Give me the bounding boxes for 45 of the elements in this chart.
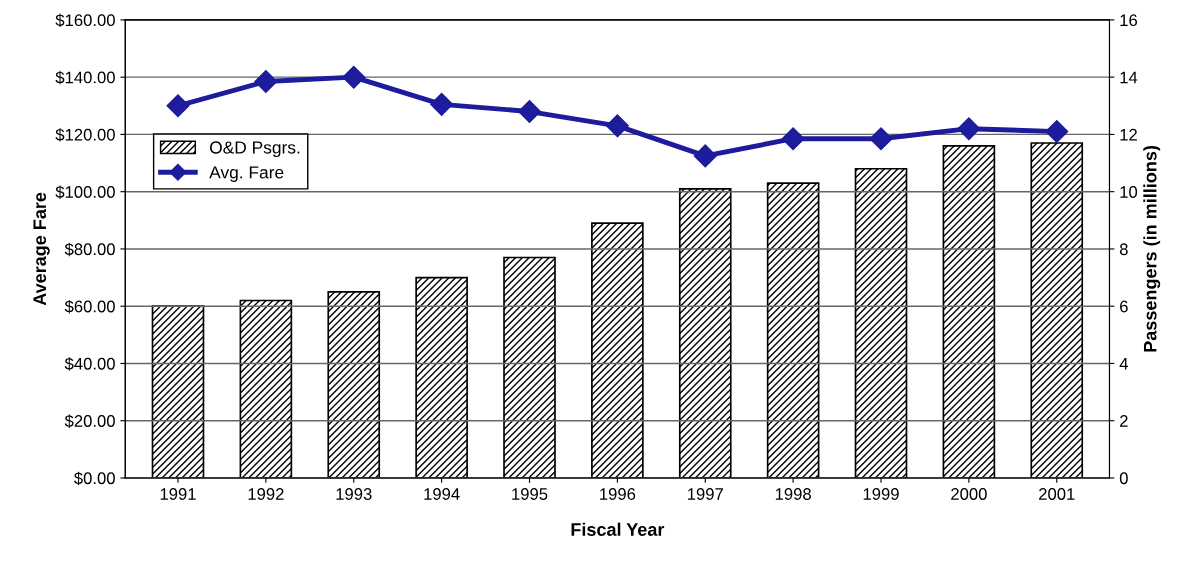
y2-tick-label: 2 bbox=[1120, 415, 1128, 427]
point bbox=[605, 114, 629, 138]
y-tick-label: $0.00 bbox=[74, 471, 115, 486]
x-tick-label: 1991 bbox=[160, 488, 196, 500]
y-tick-label: $120.00 bbox=[55, 128, 115, 142]
y2-axis-title: Passengers (in millions) bbox=[1143, 145, 1161, 352]
y2-tick-label: 0 bbox=[1119, 472, 1128, 485]
y-tick-label: $140.00 bbox=[55, 70, 115, 85]
x-tick-label: 1993 bbox=[336, 488, 372, 500]
x-tick-label: 2001 bbox=[1039, 488, 1075, 500]
y-tick-label: $20.00 bbox=[64, 414, 115, 428]
x-tick-label: 1992 bbox=[248, 488, 284, 500]
point bbox=[430, 92, 454, 116]
point bbox=[693, 144, 717, 168]
y2-tick-label: 10 bbox=[1120, 186, 1138, 198]
y-tick-label: $80.00 bbox=[64, 242, 115, 257]
point bbox=[254, 69, 278, 93]
y2-tick-label: 8 bbox=[1119, 243, 1128, 256]
point bbox=[1045, 120, 1069, 144]
y-axis-title: Average Fare bbox=[33, 192, 50, 306]
point bbox=[166, 94, 190, 118]
y-tick-label: $100.00 bbox=[55, 185, 115, 199]
y2-tick-label: 4 bbox=[1119, 358, 1128, 370]
y2-tick-label: 14 bbox=[1120, 71, 1138, 84]
legend-label: O&D Psgrs. bbox=[210, 141, 300, 158]
x-tick-label: 1995 bbox=[512, 488, 548, 500]
point bbox=[957, 117, 981, 141]
point bbox=[518, 100, 541, 124]
x-tick-label: 1994 bbox=[424, 488, 460, 500]
x-tick-label: 1997 bbox=[687, 488, 723, 500]
point bbox=[781, 127, 805, 151]
x-tick-label: 1996 bbox=[600, 488, 636, 500]
x-tick-label: 1999 bbox=[863, 488, 899, 500]
y-tick-label: $40.00 bbox=[64, 357, 115, 371]
y2-tick-label: 12 bbox=[1120, 128, 1137, 141]
y-tick-label: $160.00 bbox=[55, 13, 115, 28]
x-tick-label: 2000 bbox=[951, 488, 987, 500]
point bbox=[869, 127, 893, 151]
x-axis-title: Fiscal Year bbox=[571, 522, 665, 536]
x-tick-label: 1998 bbox=[775, 488, 811, 500]
legend-label: Avg. Fare bbox=[209, 166, 284, 182]
y2-tick-label: 6 bbox=[1120, 300, 1128, 313]
y-tick-label: $60.00 bbox=[64, 299, 115, 314]
y2-tick-label: 16 bbox=[1120, 14, 1138, 27]
point bbox=[342, 65, 366, 89]
